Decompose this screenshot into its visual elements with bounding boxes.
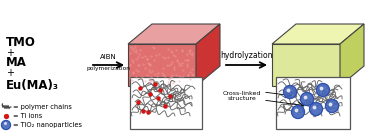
Circle shape — [284, 85, 296, 98]
Polygon shape — [272, 44, 340, 86]
Text: TMO: TMO — [6, 36, 36, 49]
Circle shape — [301, 92, 313, 105]
Text: +: + — [6, 68, 14, 78]
Circle shape — [316, 83, 330, 96]
Text: Cross-linked
structure: Cross-linked structure — [223, 91, 261, 101]
Text: = Ti ions: = Ti ions — [13, 113, 42, 119]
Polygon shape — [272, 24, 364, 44]
Polygon shape — [128, 24, 220, 44]
Circle shape — [325, 100, 339, 113]
Text: AIBN: AIBN — [100, 54, 116, 60]
Bar — [276, 77, 350, 129]
Polygon shape — [128, 44, 196, 86]
Text: MA: MA — [6, 57, 27, 70]
Text: Eu(MA)₃: Eu(MA)₃ — [6, 79, 59, 92]
Circle shape — [291, 105, 305, 118]
Text: hydrolyzation: hydrolyzation — [220, 51, 273, 60]
Polygon shape — [340, 24, 364, 86]
Text: polymerization: polymerization — [86, 66, 130, 71]
Polygon shape — [196, 24, 220, 86]
Text: = TiO₂ nanoparticles: = TiO₂ nanoparticles — [13, 122, 82, 128]
Bar — [130, 77, 202, 129]
Circle shape — [310, 103, 322, 116]
Text: = polymer chains: = polymer chains — [13, 104, 72, 110]
Circle shape — [2, 120, 11, 129]
Text: +: + — [6, 48, 14, 58]
